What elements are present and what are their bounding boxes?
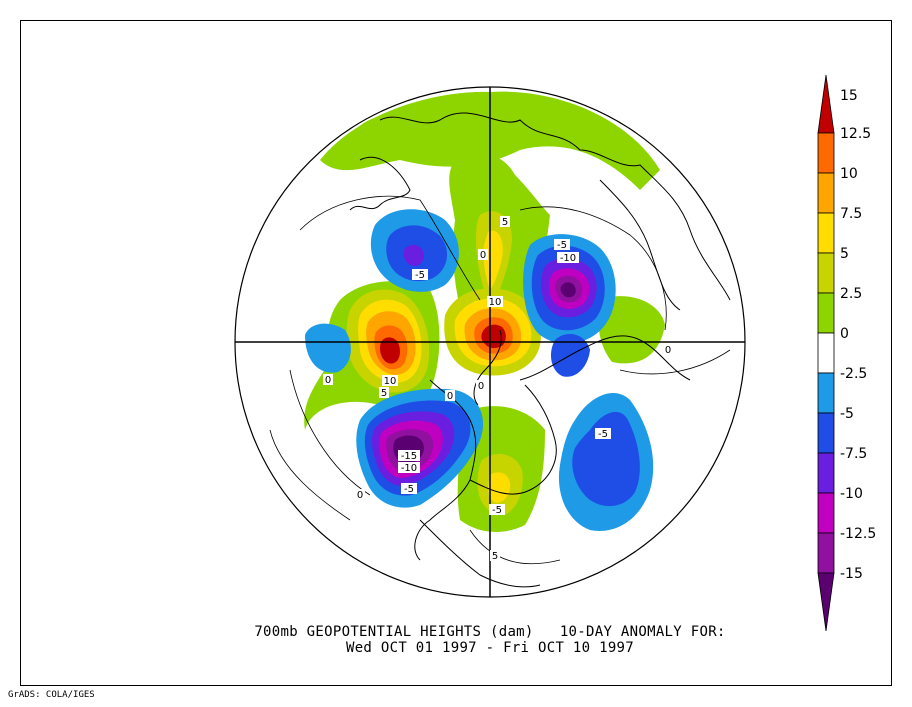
contour-label: -10 (560, 253, 576, 264)
colorbar-swatch (817, 252, 835, 294)
anomaly-region-green (355, 116, 400, 143)
coastline (349, 156, 411, 211)
contour-label: 0 (665, 345, 671, 356)
anomaly-region-blue (572, 411, 640, 507)
contour-label: -10 (401, 463, 417, 474)
colorbar-label: 5 (840, 246, 849, 262)
contour-label: 5 (381, 388, 387, 399)
anomaly-region-yellow (488, 472, 511, 503)
anomaly-shading (304, 91, 665, 532)
colorbar-swatch (817, 132, 835, 174)
contour-label: 10 (384, 376, 397, 387)
zero-contour (269, 429, 351, 521)
contour-label-bg (412, 269, 428, 280)
contour-label-bg (478, 249, 488, 260)
colorbar-swatch (817, 172, 835, 214)
colorbar-label: -10 (840, 486, 863, 502)
plot-frame (20, 20, 892, 686)
contour-label-bg (487, 296, 503, 307)
colorbar-label: 10 (840, 166, 858, 182)
contour-label-bg (554, 239, 570, 250)
contour-label: 5 (492, 551, 498, 562)
credit-text: GrADS: COLA/IGES (8, 690, 95, 700)
colorbar-swatch (817, 212, 835, 254)
contour-label: -5 (415, 270, 425, 281)
anomaly-region-green (598, 296, 665, 364)
contour-label-bg (401, 483, 417, 494)
anomaly-region-dark-purple (560, 282, 576, 298)
contour-label: 5 (502, 217, 508, 228)
anomaly-region-light-blue (305, 323, 351, 373)
zero-contour (519, 206, 667, 331)
contour-label: 10 (489, 297, 502, 308)
colorbar-label: -5 (840, 406, 854, 422)
coastline (519, 335, 691, 381)
colorbar-swatch (817, 452, 835, 494)
coastlines (349, 112, 731, 588)
contour-label: -15 (401, 451, 417, 462)
colorbar-swatch (817, 372, 835, 414)
contour-label-bg (445, 390, 455, 401)
contour-label-bg (595, 428, 611, 439)
colorbar-label: -7.5 (840, 446, 867, 462)
colorbar-swatch (817, 74, 835, 134)
colorbar-swatch (817, 292, 835, 334)
zero-contour (289, 369, 371, 496)
contour-label: 0 (447, 391, 453, 402)
colorbar: 15 12.5 10 7.5 5 2.5 0 -2.5 -5 -7.5 -10 -12.5 -15 (817, 74, 876, 632)
contour-label: -5 (598, 429, 608, 440)
contour-label-bg (379, 387, 389, 398)
contour-label: 0 (480, 250, 486, 261)
colorbar-label: 15 (840, 88, 858, 104)
contour-label: 0 (357, 490, 363, 501)
colorbar-label: 0 (840, 326, 849, 342)
contour-label-bg (490, 550, 500, 561)
contour-label-bg (557, 252, 579, 263)
anomaly-region-yellow (483, 230, 503, 290)
coastline (379, 112, 731, 301)
contour-label-bg (323, 374, 333, 385)
contour-label-bg (500, 216, 510, 227)
colorbar-label: 2.5 (840, 286, 862, 302)
colorbar-label: -12.5 (840, 526, 876, 542)
colorbar-swatch (817, 412, 835, 454)
contour-label: 0 (325, 375, 331, 386)
contour-label: 0 (478, 381, 484, 392)
colorbar-label: 7.5 (840, 206, 862, 222)
colorbar-swatch (817, 492, 835, 534)
zero-contour (469, 529, 561, 565)
contour-label-bg (382, 375, 398, 386)
chart-title-line1: 700mb GEOPOTENTIAL HEIGHTS (dam) 10-DAY … (254, 624, 726, 640)
contour-label-bg (398, 450, 420, 461)
coastline (419, 519, 541, 588)
contour-label-bg (663, 344, 673, 355)
colorbar-label: 12.5 (840, 126, 871, 142)
colorbar-swatch (817, 332, 835, 374)
coastline (469, 384, 557, 495)
zero-contour (299, 195, 481, 301)
coastline (599, 179, 681, 311)
anomaly-region-violet (403, 244, 424, 266)
coastline (473, 329, 502, 406)
contour-label-bg (476, 380, 486, 391)
colorbar-swatch (817, 532, 835, 574)
colorbar-label: -2.5 (840, 366, 867, 382)
contour-label-bg (398, 462, 420, 473)
contour-label: -5 (404, 484, 414, 495)
contour-label-bg (355, 489, 365, 500)
chart-title-line2: Wed OCT 01 1997 - Fri OCT 10 1997 (345, 640, 635, 656)
colorbar-swatch (817, 572, 835, 632)
contour-label: -5 (492, 505, 502, 516)
anomaly-region-red (380, 337, 400, 364)
contour-lines (269, 195, 731, 565)
colorbar-label: -15 (840, 566, 863, 582)
zero-contour (619, 349, 731, 375)
contour-label-bg (489, 504, 505, 515)
contour-label: -5 (557, 240, 567, 251)
